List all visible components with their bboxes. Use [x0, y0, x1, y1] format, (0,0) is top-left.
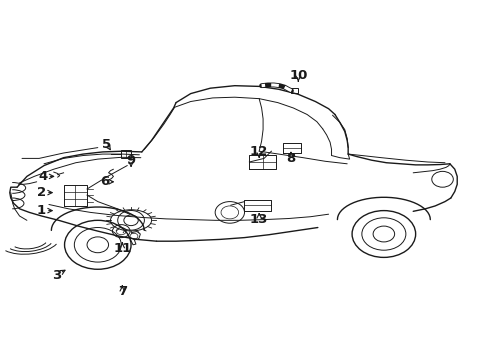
Text: 3: 3 — [52, 269, 61, 282]
Text: 2: 2 — [37, 186, 46, 199]
Text: 7: 7 — [118, 285, 126, 298]
Text: 6: 6 — [101, 175, 109, 188]
Text: 5: 5 — [102, 138, 111, 150]
Text: 1: 1 — [37, 204, 46, 217]
Text: 10: 10 — [288, 69, 307, 82]
Text: 9: 9 — [126, 154, 135, 167]
Text: 8: 8 — [286, 152, 295, 165]
Text: 11: 11 — [113, 242, 131, 255]
Text: 13: 13 — [249, 213, 268, 226]
Text: 12: 12 — [249, 145, 268, 158]
Text: 4: 4 — [39, 170, 47, 183]
